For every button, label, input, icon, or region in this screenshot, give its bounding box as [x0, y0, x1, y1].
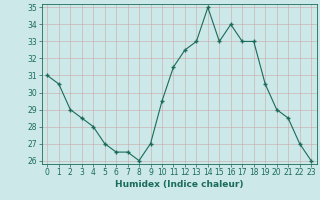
X-axis label: Humidex (Indice chaleur): Humidex (Indice chaleur) — [115, 180, 244, 189]
